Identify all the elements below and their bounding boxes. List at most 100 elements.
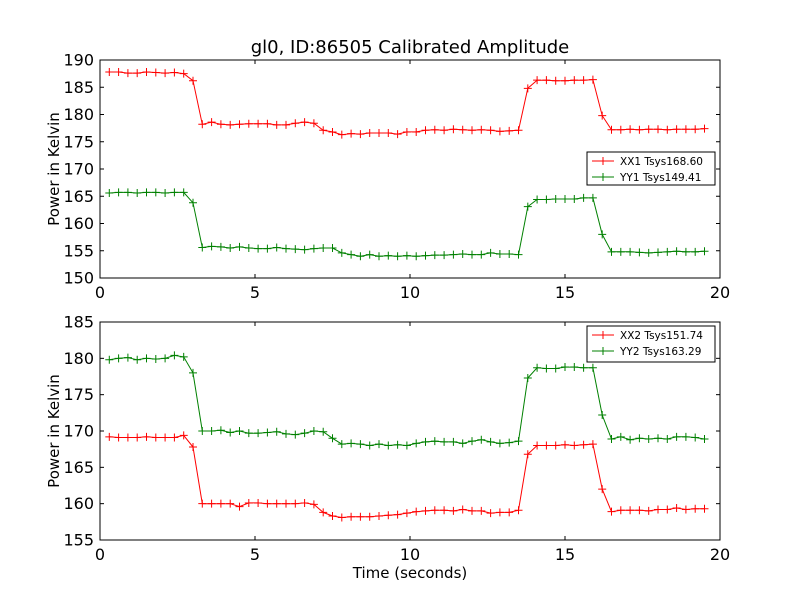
data-point-marker xyxy=(393,510,402,519)
data-point-marker xyxy=(151,355,160,364)
data-point-marker xyxy=(430,251,439,260)
data-point-marker xyxy=(635,506,644,515)
data-point-marker xyxy=(393,440,402,449)
y-tick-label: 185 xyxy=(63,313,94,332)
data-point-marker xyxy=(486,509,495,518)
data-point-marker xyxy=(421,506,430,515)
data-point-marker xyxy=(681,432,690,441)
data-point-marker xyxy=(133,69,142,78)
data-point-marker xyxy=(254,429,263,438)
data-point-marker xyxy=(607,125,616,134)
data-point-marker xyxy=(105,67,114,76)
data-point-marker xyxy=(114,433,123,442)
data-point-marker xyxy=(700,504,709,513)
data-point-marker xyxy=(375,440,383,449)
data-point-marker xyxy=(337,130,346,139)
data-point-marker xyxy=(244,244,253,253)
data-point-marker xyxy=(579,76,588,85)
data-point-marker xyxy=(198,243,207,252)
data-point-marker xyxy=(263,244,272,253)
data-point-marker xyxy=(226,120,235,129)
data-point-marker xyxy=(161,188,170,197)
data-point-marker xyxy=(616,432,625,441)
data-point-marker xyxy=(616,506,625,515)
data-point-marker xyxy=(161,354,170,363)
data-point-marker xyxy=(244,498,253,507)
data-point-marker xyxy=(449,437,458,446)
data-point-marker xyxy=(626,435,635,444)
data-point-marker xyxy=(468,250,476,259)
data-point-marker xyxy=(542,441,551,450)
data-point-marker xyxy=(700,124,709,133)
legend-box xyxy=(586,325,716,363)
data-point-marker xyxy=(170,433,179,442)
data-point-marker xyxy=(542,195,551,204)
data-point-marker xyxy=(458,250,467,259)
y-tick-label: 165 xyxy=(63,187,94,206)
data-point-marker xyxy=(282,244,290,253)
data-point-marker xyxy=(402,251,411,260)
data-point-marker xyxy=(551,364,560,373)
data-point-marker xyxy=(644,248,653,257)
data-point-marker xyxy=(375,129,383,138)
data-point-marker xyxy=(672,125,681,134)
data-point-marker xyxy=(151,433,160,442)
y-tick-label: 180 xyxy=(63,349,94,368)
data-point-marker xyxy=(551,441,560,450)
data-point-marker xyxy=(272,499,281,508)
y-tick-label: 190 xyxy=(63,51,94,70)
data-point-marker xyxy=(477,250,486,259)
data-point-marker xyxy=(449,250,458,259)
data-point-marker xyxy=(579,193,588,202)
data-point-marker xyxy=(533,195,542,204)
top-panel: 0 5 10 15 20 150 155 160 165 170 175 180 185 190 Power… xyxy=(45,51,730,303)
data-point-marker xyxy=(449,125,458,134)
data-point-marker xyxy=(533,363,542,372)
x-tick-label: 0 xyxy=(95,545,105,564)
data-point-marker xyxy=(319,244,328,253)
data-point-marker xyxy=(598,485,607,494)
data-point-marker xyxy=(133,433,142,442)
data-point-marker xyxy=(598,230,607,239)
data-point-marker xyxy=(198,499,207,508)
data-point-marker xyxy=(179,188,188,197)
data-point-marker xyxy=(635,125,644,134)
data-point-marker xyxy=(142,67,151,76)
x-tick-label: 5 xyxy=(250,545,260,564)
data-point-marker xyxy=(607,247,616,256)
y-tick-label: 180 xyxy=(63,105,94,124)
data-point-marker xyxy=(114,354,123,363)
data-point-marker xyxy=(309,427,318,435)
data-point-marker xyxy=(105,432,114,441)
data-point-marker xyxy=(663,247,672,256)
data-point-marker xyxy=(505,250,514,259)
data-point-marker xyxy=(551,194,560,203)
data-point-marker xyxy=(700,434,709,443)
data-point-marker xyxy=(421,437,430,446)
data-point-marker xyxy=(570,363,579,372)
data-point-marker xyxy=(691,433,700,442)
y-tick-label: 160 xyxy=(63,214,94,233)
data-point-marker xyxy=(523,450,532,459)
data-point-marker xyxy=(402,509,411,518)
legend-marker xyxy=(599,347,607,355)
data-point-marker xyxy=(207,118,216,127)
data-point-marker xyxy=(421,126,430,135)
data-point-marker xyxy=(505,126,514,135)
data-point-marker xyxy=(347,129,356,138)
data-point-marker xyxy=(365,512,374,521)
data-point-marker xyxy=(198,120,207,129)
y-axis-label: Power in Kelvin xyxy=(45,374,63,488)
data-point-marker xyxy=(514,506,523,515)
data-point-marker xyxy=(291,430,300,439)
data-point-marker xyxy=(384,251,393,260)
data-point-marker xyxy=(300,118,309,127)
data-point-marker xyxy=(347,512,356,521)
data-point-marker xyxy=(328,127,337,136)
data-point-marker xyxy=(430,437,439,446)
data-point-marker xyxy=(207,499,216,508)
data-point-marker xyxy=(514,250,523,259)
data-point-marker xyxy=(533,441,542,450)
data-point-marker xyxy=(263,119,272,128)
